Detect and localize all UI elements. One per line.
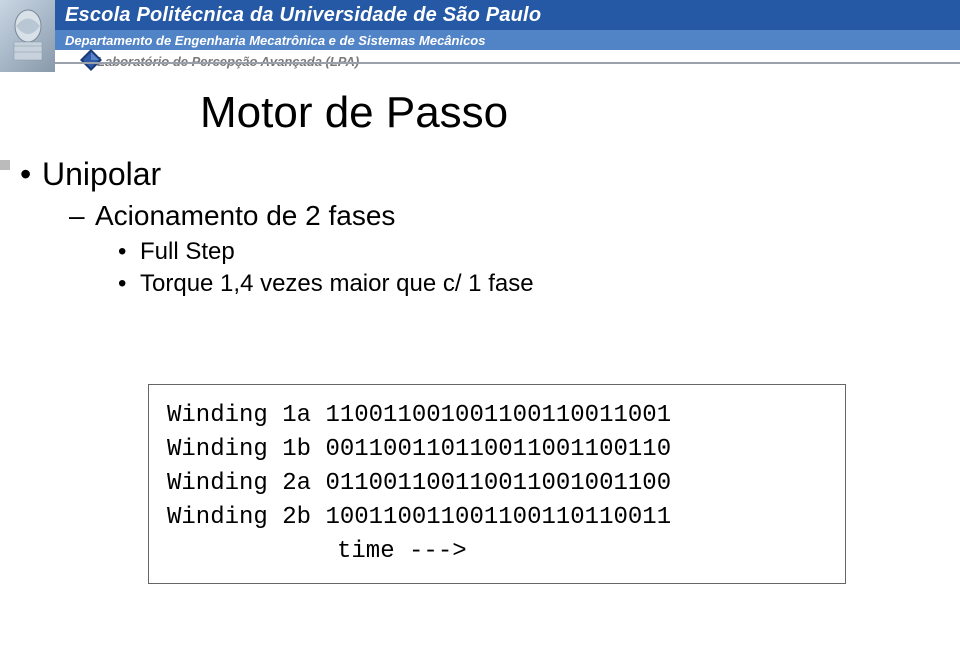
winding-2b-row: Winding 2b 100110011001100110110011 (167, 504, 671, 531)
winding-1a-label: Winding 1a (167, 402, 311, 429)
university-name: Escola Politécnica da Universidade de Sã… (65, 4, 541, 27)
time-arrow-label: time ---> (167, 538, 467, 565)
lab-name: Laboratório de Percepção Avançada (LPA) (97, 54, 359, 69)
winding-sequence-box: Winding 1a 110011001001100110011001 Wind… (148, 384, 846, 584)
winding-1a-row: Winding 1a 110011001001100110011001 (167, 402, 671, 429)
header-divider (55, 62, 960, 64)
page-header: Escola Politécnica da Universidade de Sã… (0, 0, 960, 72)
winding-2b-bits: 100110011001100110110011 (325, 504, 671, 531)
header-lab-row: Laboratório de Percepção Avançada (LPA) (55, 50, 960, 72)
slide-title: Motor de Passo (200, 88, 508, 138)
winding-1b-label: Winding 1b (167, 436, 311, 463)
bullet-torque: Torque 1,4 vezes maior que c/ 1 fase (140, 270, 534, 298)
winding-2a-row: Winding 2a 011001100110011001001100 (167, 470, 671, 497)
lab-diamond-icon (79, 48, 103, 72)
winding-1b-bits: 001100110110011001100110 (325, 436, 671, 463)
winding-2a-bits: 011001100110011001001100 (325, 470, 671, 497)
winding-2a-label: Winding 2a (167, 470, 311, 497)
header-subtitle-bar: Departamento de Engenharia Mecatrônica e… (55, 30, 960, 50)
bullet-full-step: Full Step (140, 238, 235, 266)
winding-1a-bits: 110011001001100110011001 (325, 402, 671, 429)
header-title-bar: Escola Politécnica da Universidade de Sã… (55, 0, 960, 30)
university-crest (0, 0, 55, 72)
bullet-unipolar: Unipolar (42, 156, 161, 193)
bullet-acionamento: Acionamento de 2 fases (95, 200, 395, 232)
winding-1b-row: Winding 1b 001100110110011001100110 (167, 436, 671, 463)
left-margin-decoration (0, 160, 10, 170)
department-name: Departamento de Engenharia Mecatrônica e… (65, 33, 485, 48)
winding-2b-label: Winding 2b (167, 504, 311, 531)
